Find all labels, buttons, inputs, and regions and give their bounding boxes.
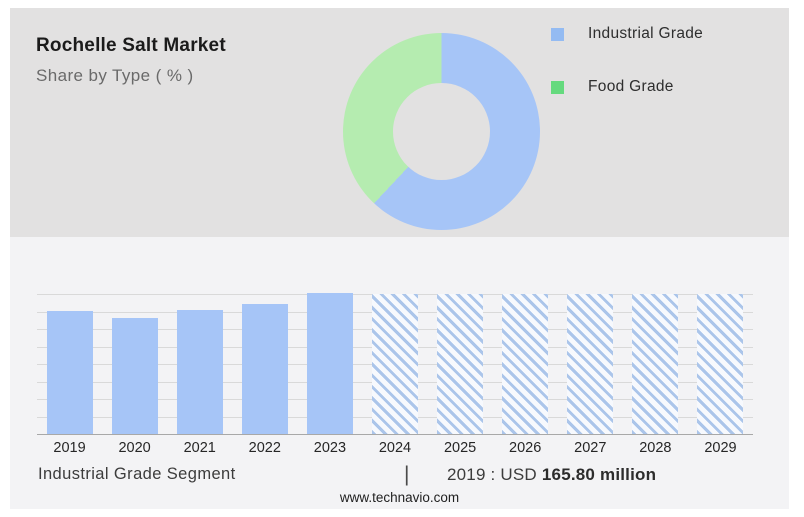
bar-2029-forecast [697,294,744,434]
legend-item-food-grade: Food Grade [551,78,703,96]
x-tick-2020: 2020 [118,440,151,456]
bar-2024-forecast [372,294,418,434]
legend-label: Industrial Grade [588,25,704,42]
bar-2023 [306,292,353,434]
donut-hole [393,83,490,180]
footer-separator: | [404,463,410,486]
x-tick-2028: 2028 [639,440,672,456]
website-url[interactable]: www.technavio.com [339,490,460,505]
bar-2020 [111,318,158,434]
x-tick-2021: 2021 [183,440,216,456]
footer-row: Industrial Grade Segment | 2019 : USD 165… [10,463,789,489]
x-tick-2023: 2023 [313,440,347,456]
header-panel: Rochelle Salt Market Share by Type ( % )… [10,8,789,237]
legend-item-industrial-grade: Industrial Grade [551,25,703,43]
bar-2019 [46,311,93,434]
bar-2021 [176,310,223,434]
legend-label: Food Grade [588,78,674,95]
value-prefix: 2019 : USD [447,465,537,484]
title-block: Rochelle Salt Market Share by Type ( % ) [36,34,226,86]
page-title: Rochelle Salt Market [36,35,226,56]
page-subtitle: Share by Type ( % ) [36,65,194,85]
x-tick-2026: 2026 [509,440,542,456]
bar-2022 [241,303,288,434]
bar-chart: 2019 2020 2021 2022 2023 2024 2025 2026 2027 2028… [37,292,753,456]
legend-swatch [551,80,564,94]
value-bold: 165.80 million [541,465,657,484]
bar-2027-forecast [567,294,614,434]
x-tick-2025: 2025 [443,440,477,456]
x-tick-2029: 2029 [704,440,737,456]
x-tick-2024: 2024 [378,440,412,456]
x-tick-2019: 2019 [53,440,86,456]
donut-legend: Industrial Grade Food Grade [551,25,703,131]
bar-2026-forecast [502,294,549,434]
legend-swatch [551,27,564,41]
chart-panel: 2019 2020 2021 2022 2023 2024 2025 2026 2027 2028… [10,237,789,509]
x-tick-2027: 2027 [574,440,607,456]
x-tick-2022: 2022 [248,440,281,456]
bar-2028-forecast [632,294,679,434]
segment-value: 2019 : USD 165.80 million [447,465,656,485]
segment-label: Industrial Grade Segment [38,465,236,483]
x-axis-line [37,434,753,435]
bar-2025-forecast [437,294,484,434]
donut-chart [343,33,540,230]
